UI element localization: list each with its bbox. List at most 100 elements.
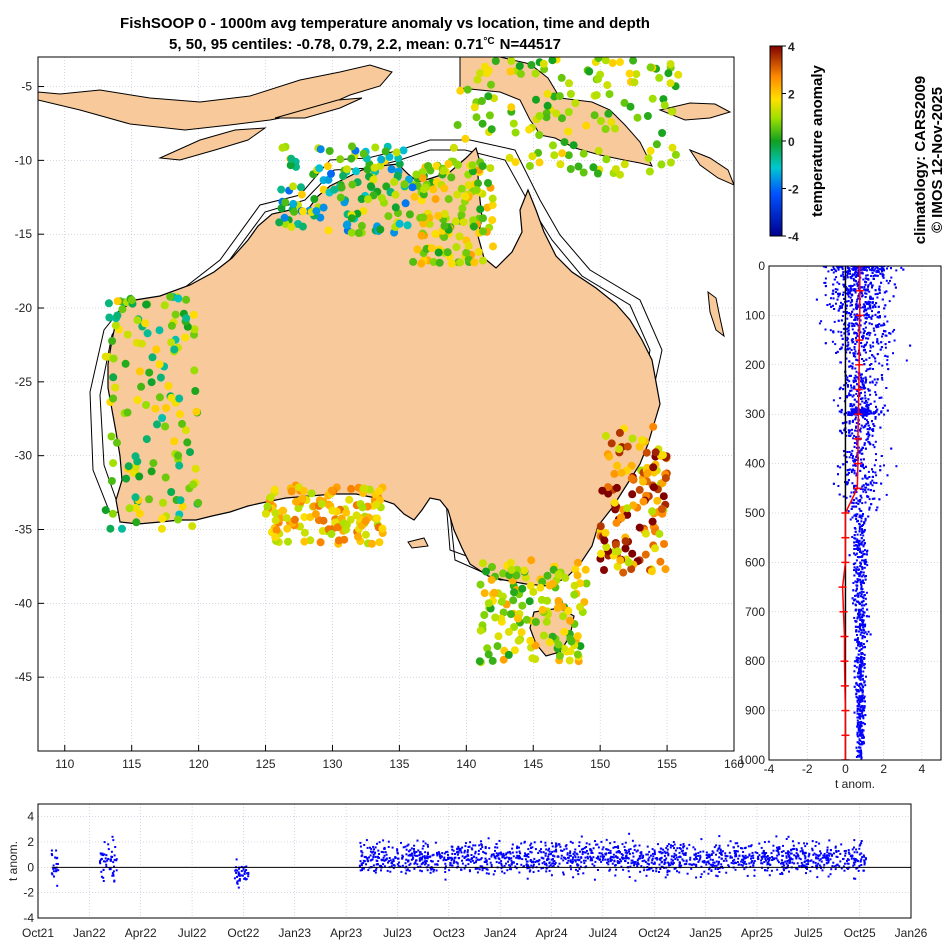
depth-point: [856, 689, 859, 692]
depth-point: [863, 304, 866, 307]
map-point: [457, 210, 466, 219]
depth-point: [881, 267, 884, 270]
timeseries-point: [374, 871, 377, 874]
timeseries-point: [748, 853, 751, 856]
map-point: [191, 387, 200, 395]
depth-point: [864, 292, 867, 295]
timeseries-point: [718, 852, 721, 854]
timeseries-point: [105, 854, 108, 857]
timeseries-point: [577, 873, 580, 876]
map-point: [160, 301, 169, 310]
timeseries-point: [822, 854, 825, 857]
depth-point: [853, 569, 855, 572]
map-point: [164, 382, 173, 390]
depth-point: [864, 549, 866, 552]
map-point: [486, 164, 495, 173]
depth-point: [858, 649, 861, 652]
map-point: [566, 165, 575, 173]
map-point: [123, 408, 132, 417]
depth-point: [855, 594, 858, 597]
depth-point: [862, 490, 865, 493]
timeseries-point: [708, 862, 711, 865]
depth-point: [867, 307, 870, 310]
depth-point: [860, 644, 863, 647]
timeseries-point: [811, 849, 814, 852]
map-point: [605, 452, 614, 461]
map-point: [400, 180, 409, 189]
depth-point: [848, 554, 851, 557]
depth-point: [861, 610, 864, 613]
timeseries-point: [667, 843, 670, 846]
map-point: [271, 509, 280, 518]
depth-point: [855, 455, 858, 458]
map-point: [178, 419, 186, 428]
timeseries-point: [709, 863, 712, 866]
depth-point: [860, 517, 863, 520]
timeseries-point: [670, 862, 673, 864]
timeseries-point: [429, 871, 432, 874]
timeseries-point: [616, 860, 619, 863]
depth-point: [865, 321, 868, 323]
depth-point: [853, 283, 856, 286]
depth-point: [840, 301, 842, 304]
depth-point: [864, 475, 867, 478]
timeseries-point: [422, 840, 425, 843]
map-point: [512, 571, 521, 580]
map-point: [192, 407, 201, 416]
depth-point: [857, 644, 859, 647]
timeseries-point: [664, 876, 667, 879]
map-point: [668, 143, 677, 152]
timeseries-point: [772, 849, 775, 852]
depth-point: [859, 319, 862, 322]
depth-point: [864, 646, 866, 649]
map-point: [567, 637, 576, 646]
depth-point: [862, 686, 865, 688]
colorbar-tick-label: -2: [788, 183, 799, 197]
map-point: [576, 642, 585, 651]
timeseries-panel: Oct21 Jan22 Apr22 Jul22 Oct22 Jan23 Apr23 Jul23…: [6, 803, 928, 940]
depth-point: [871, 497, 874, 500]
depth-point: [861, 488, 864, 491]
depth-point: [853, 318, 856, 321]
depth-point: [848, 347, 851, 350]
map-point: [661, 474, 670, 483]
depth-point: [887, 368, 890, 371]
timeseries-point: [571, 858, 574, 861]
timeseries-point: [797, 842, 800, 845]
depth-point: [858, 714, 861, 717]
depth-point: [876, 408, 879, 411]
depth-point: [832, 331, 835, 334]
map-point: [166, 292, 175, 301]
map-xtick-label: 125: [256, 757, 276, 771]
timeseries-point: [547, 853, 550, 856]
depth-point: [886, 409, 889, 412]
depth-point: [858, 543, 861, 546]
depth-point: [856, 545, 859, 548]
depth-point: [868, 290, 871, 293]
timeseries-point: [697, 860, 700, 863]
map-point: [504, 627, 513, 636]
depth-point: [845, 307, 848, 310]
depth-point: [864, 414, 867, 416]
depth-point: [865, 591, 868, 594]
depth-point: [872, 275, 875, 277]
map-point: [594, 75, 602, 84]
depth-point: [847, 293, 850, 296]
map-xtick-label: 150: [590, 757, 610, 771]
timeseries-point: [621, 843, 624, 846]
depth-point: [846, 344, 849, 347]
depth-point: [852, 268, 855, 271]
depth-point: [847, 343, 850, 346]
depth-point: [854, 280, 857, 283]
depth-point: [858, 523, 861, 526]
timeseries-point: [804, 857, 807, 860]
depth-point: [878, 268, 881, 271]
timeseries-point: [424, 851, 427, 854]
timeseries-point: [377, 849, 380, 852]
depth-point: [858, 669, 861, 672]
depth-point: [830, 305, 833, 308]
timeseries-point: [473, 855, 476, 858]
timeseries-point: [700, 838, 703, 841]
depth-point: [876, 324, 879, 327]
map-point: [375, 487, 384, 496]
